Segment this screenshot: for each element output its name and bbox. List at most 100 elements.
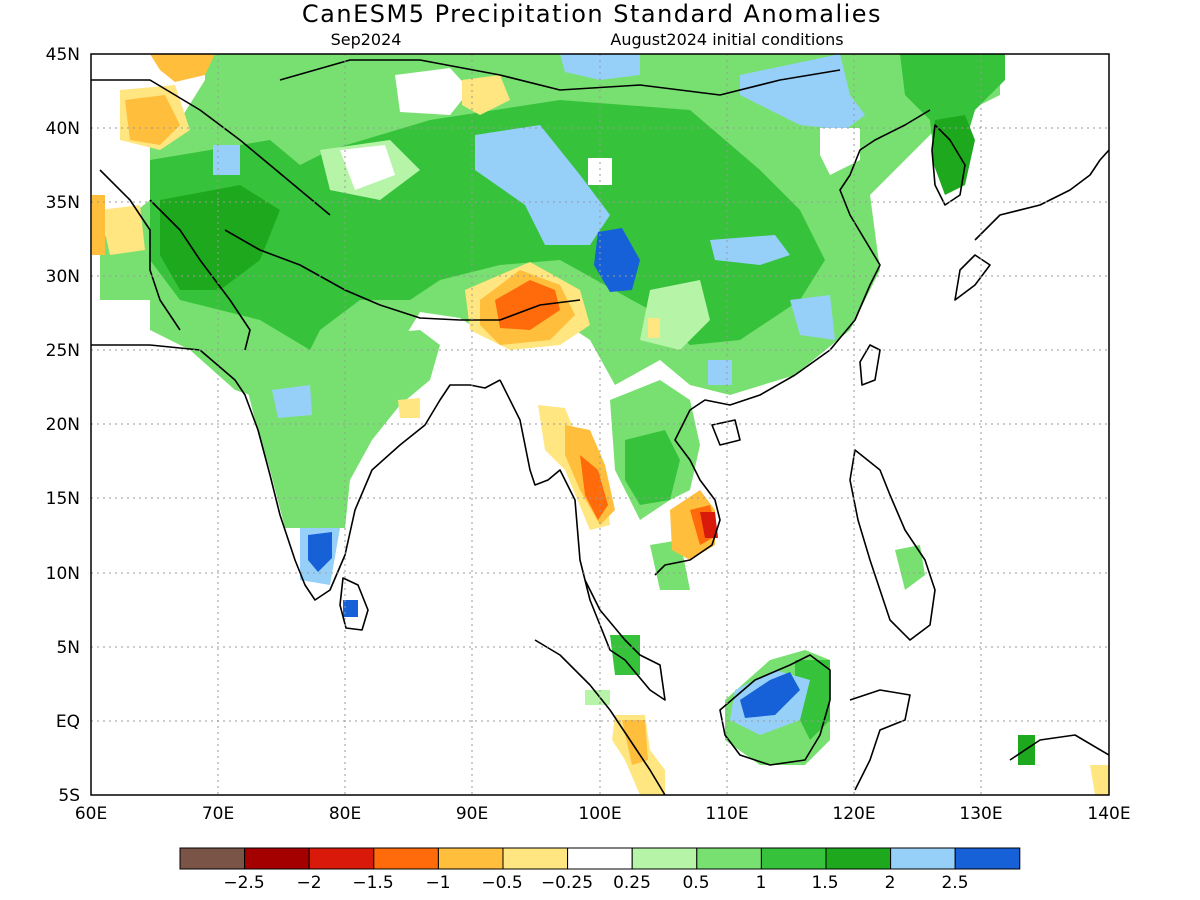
legend-swatch [696,847,762,870]
legend-label: 1 [756,873,767,893]
grid-lines [91,54,1109,795]
border-china-mongolia [279,59,841,96]
field-blue-light-tajik [213,145,240,175]
coastline-china [794,109,931,376]
x-tick-label: 140E [1087,804,1130,824]
field-white-a [395,68,470,115]
field-blue-light-qinghai [475,125,610,245]
field-orange-west [92,195,105,255]
border-central-asia [91,79,331,216]
x-tick-label: 60E [75,804,107,824]
field-yellow-west [100,205,145,255]
field-darkred-vietnam [700,512,718,538]
anomaly-fields [92,54,1109,795]
field-green-philippines [895,545,925,590]
x-tick-label: 90E [456,804,488,824]
coastline-srilanka [339,577,369,631]
legend-labels: −2.5 −2 −1.5 −1 −0.5 −0.25 0.25 0.5 1 1.… [223,873,968,893]
legend-swatch [244,847,310,870]
border-iran [99,169,181,331]
legend-label: 2.5 [941,873,968,893]
field-green-mid [150,100,825,350]
x-tick-label: 120E [832,804,875,824]
field-blue-borneo [740,672,800,718]
color-legend: −2.5 −2 −1.5 −1 −0.5 −0.25 0.25 0.5 1 1.… [179,847,1021,893]
x-tick-label: 110E [705,804,748,824]
field-white-b [340,145,395,190]
field-blue-light-india [272,385,312,418]
field-green-malaya [610,635,640,675]
field-blue-light-east [710,235,790,265]
x-tick-label: 100E [578,804,621,824]
legend-label: 1.5 [811,873,838,893]
field-red-assam [495,280,560,330]
field-blue-light-vietnam [708,360,732,385]
field-yellow-indonesia-e [1090,765,1109,795]
coastline-taiwan [859,344,881,386]
y-tick-label: 20N [46,415,80,435]
field-blue-light-mongolia [740,54,865,130]
y-tick-label: 35N [46,193,80,213]
field-green-sumatra-north [585,690,610,705]
field-blue-light-southchina [790,295,835,340]
field-orange-north [150,54,215,82]
y-tick-label: EQ [56,712,80,732]
legend-swatch [825,847,892,870]
field-white-d [820,128,860,175]
coastline-borneo [719,654,831,766]
coastline-japan [974,149,1109,241]
coastline-india [149,344,501,601]
y-tick-label: 15N [46,489,80,509]
legend-swatch [890,847,956,870]
field-blue-srilanka [343,600,358,617]
legend-swatch [437,847,504,870]
coastline-korea [931,124,966,206]
y-tick-label: 5N [56,638,80,658]
field-green-korea [932,115,975,195]
legend-swatch [373,847,439,870]
coastline-japan-south [954,254,991,301]
coastline-sulawesi [849,689,911,791]
chart-title: CanESM5 Precipitation Standard Anomalies [302,0,882,28]
coastlines [91,59,1109,795]
initial-conditions-label: August2024 initial conditions [610,30,843,49]
field-white-c [588,158,612,185]
field-green-india [245,330,440,528]
legend-swatches [179,847,1021,870]
legend-swatch [567,847,633,870]
field-green-newguinea [1018,735,1035,765]
coastline-indochina [499,379,666,701]
y-tick-label: 30N [46,267,80,287]
field-blue-sw-india [308,532,332,572]
legend-label: −0.25 [541,873,593,893]
field-blue-sichuan [594,228,640,292]
map-area [91,54,1109,795]
y-tick-label: 45N [46,45,80,65]
legend-label: 2 [885,873,896,893]
x-tick-label: 70E [202,804,234,824]
legend-label: 0.25 [613,873,651,893]
legend-label: −1 [425,873,450,893]
legend-swatch [631,847,698,870]
valid-month-label: Sep2024 [331,30,402,49]
legend-swatch [502,847,569,870]
y-tick-label: 25N [46,341,80,361]
field-green-dark [160,185,280,290]
border-himalaya [224,229,581,321]
field-yellow-laos [648,318,660,338]
field-yellow-bengal [398,398,420,418]
map-frame [90,53,1110,796]
coastline-newguinea [1009,734,1109,761]
field-green-northeast [900,54,1005,165]
coastline-sumatra [534,639,666,795]
coastline-vietnam [654,374,796,576]
legend-swatch [760,847,827,870]
legend-label: −1.5 [352,873,393,893]
legend-swatch [179,847,246,870]
y-tick-label: 10N [46,564,80,584]
field-orange-sumatra [622,720,648,765]
x-axis: 60E 70E 80E 90E 100E 110E 120E 130E 140E [75,804,1131,824]
y-axis: 5S EQ 5N 10N 15N 20N 25N 30N 35N 40N 45N [46,45,80,806]
field-red-myanmar [580,455,608,520]
